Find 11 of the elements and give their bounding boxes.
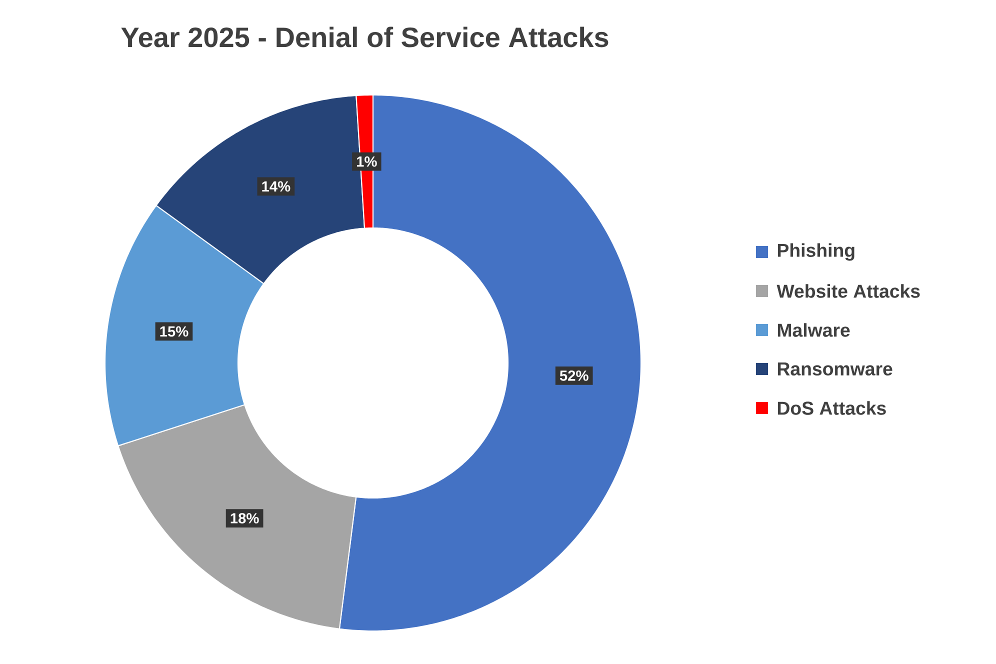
legend-label: Phishing bbox=[778, 243, 854, 261]
data-label: 18% bbox=[230, 513, 259, 524]
legend-label: Website Attacks bbox=[776, 284, 920, 298]
legend-label: Malware bbox=[778, 323, 850, 337]
legend-label: DoS Attacks bbox=[778, 401, 886, 415]
chart-title: Year 2025 - Denial of Service Attacks bbox=[121, 26, 608, 48]
data-label: 14% bbox=[262, 181, 290, 192]
data-label: 52% bbox=[560, 370, 588, 381]
data-label: 1% bbox=[356, 156, 377, 167]
legend-label: Ransomware bbox=[778, 362, 892, 376]
data-label: 15% bbox=[160, 326, 188, 337]
